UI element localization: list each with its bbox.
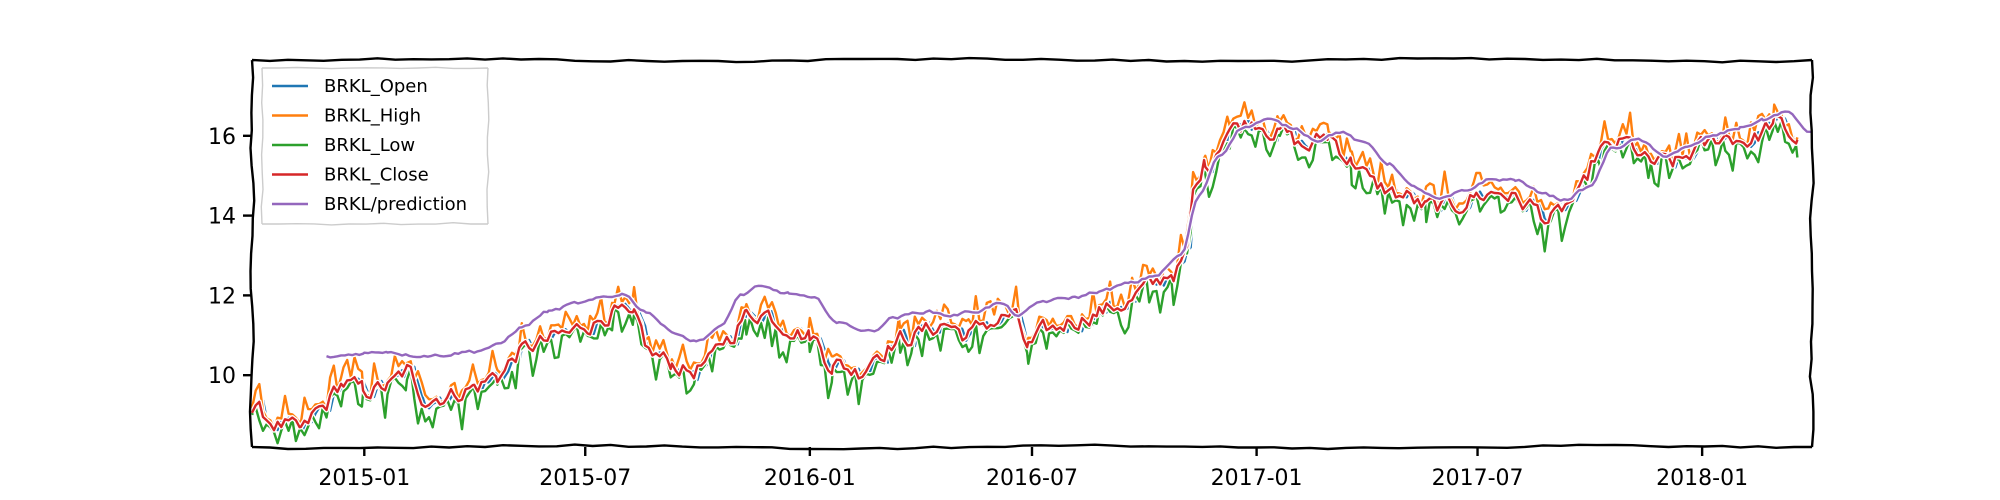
series-line-low bbox=[250, 120, 1799, 445]
series-line-close bbox=[250, 115, 1799, 432]
legend-label: BRKL_Close bbox=[324, 165, 429, 186]
x-axis: 2015-01 2015-07 2016-01 2016-07 2017-01 2017-… bbox=[318, 447, 1748, 491]
x-tick-label: 2016-07 bbox=[986, 466, 1078, 491]
legend-label: BRKL_Open bbox=[324, 76, 428, 97]
x-tick-label: 2017-01 bbox=[1211, 466, 1303, 491]
legend: BRKL_Open BRKL_High BRKL_Low BRKL_Close BRKL… bbox=[260, 66, 490, 226]
series-line-low-casing bbox=[249, 118, 1800, 446]
plot-series bbox=[249, 99, 1811, 446]
y-tick-label: 16 bbox=[208, 125, 236, 150]
x-tick-label: 2018-01 bbox=[1656, 466, 1748, 491]
y-tick-label: 12 bbox=[208, 284, 236, 309]
legend-label: BRKL/prediction bbox=[324, 194, 467, 215]
y-axis: 10 12 14 16 bbox=[208, 125, 252, 389]
legend-box bbox=[260, 66, 490, 226]
x-tick-label: 2015-01 bbox=[318, 466, 410, 491]
legend-label: BRKL_High bbox=[324, 106, 421, 127]
y-tick-label: 10 bbox=[208, 364, 236, 389]
axes-frame bbox=[248, 56, 1815, 451]
y-tick-label: 14 bbox=[208, 205, 236, 230]
series-line-prediction bbox=[326, 110, 1811, 359]
x-tick-label: 2015-07 bbox=[539, 466, 631, 491]
series-line-close-casing bbox=[249, 113, 1800, 433]
x-tick-label: 2017-07 bbox=[1432, 466, 1524, 491]
x-tick-label: 2016-01 bbox=[764, 466, 856, 491]
legend-label: BRKL_Low bbox=[324, 135, 415, 156]
